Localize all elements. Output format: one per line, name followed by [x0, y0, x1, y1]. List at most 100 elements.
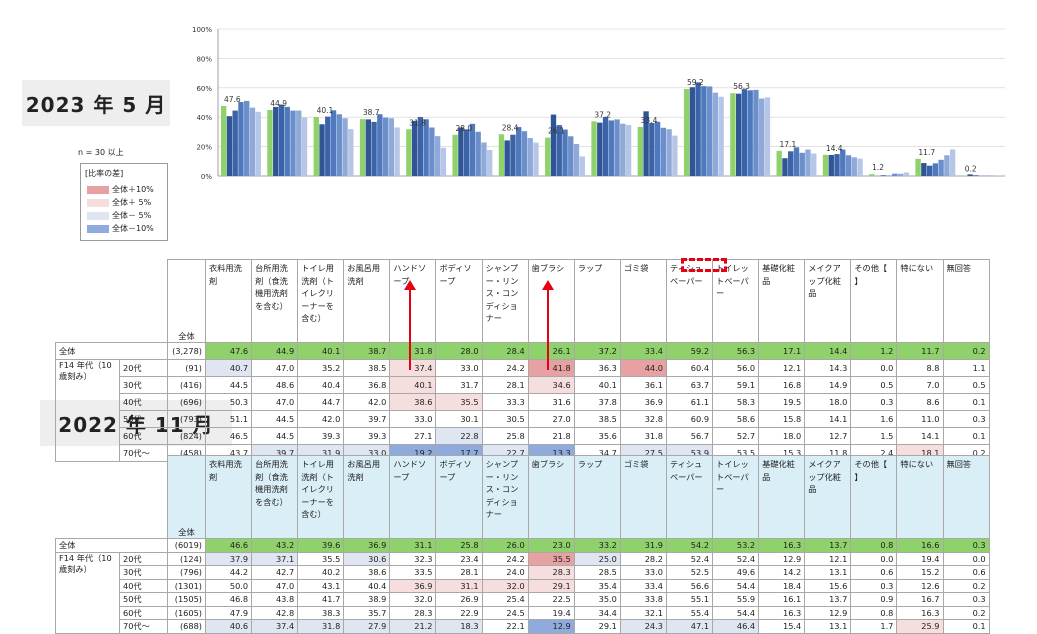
value-cell: 30.5: [482, 411, 528, 428]
bar: [574, 144, 579, 176]
bar: [892, 174, 897, 176]
value-cell: 12.1: [805, 552, 851, 566]
column-header: 特にない: [897, 456, 943, 539]
value-cell: 40.1: [298, 343, 344, 360]
value-cell: 12.1: [759, 360, 805, 377]
value-cell: 0.5: [943, 377, 989, 394]
value-cell: 44.9: [252, 343, 298, 360]
value-cell: 27.9: [344, 620, 390, 634]
bar: [638, 127, 643, 176]
row-label: 30代: [120, 566, 168, 580]
bar: [285, 107, 290, 176]
bar: [533, 143, 538, 176]
column-header: お風呂用洗剤: [344, 260, 390, 343]
value-cell: 14.1: [805, 411, 851, 428]
row-label: 60代: [120, 428, 168, 445]
value-cell: 16.1: [759, 593, 805, 607]
value-cell: 28.1: [482, 377, 528, 394]
value-cell: 42.0: [298, 411, 344, 428]
bar: [788, 151, 793, 176]
bar: [603, 117, 608, 176]
column-header: 基礎化粧品: [759, 260, 805, 343]
value-cell: 36.8: [344, 377, 390, 394]
bar: [869, 174, 874, 176]
value-cell: 26.9: [436, 593, 482, 607]
value-cell: 8.8: [897, 360, 943, 377]
value-cell: 35.4: [574, 579, 620, 593]
value-cell: 36.9: [620, 394, 666, 411]
value-cell: 37.8: [574, 394, 620, 411]
data-label: 40.1: [317, 106, 334, 115]
value-cell: 35.0: [574, 593, 620, 607]
value-cell: 46.8: [206, 593, 252, 607]
data-label: 47.6: [224, 95, 241, 104]
column-header: メイクアップ化粧品: [805, 260, 851, 343]
value-cell: 24.3: [620, 620, 666, 634]
value-cell: 0.0: [943, 552, 989, 566]
bar: [406, 129, 411, 176]
column-header: 衣料用洗剤: [206, 456, 252, 539]
value-cell: 12.9: [759, 552, 805, 566]
group-label: F14 年代（10歳刻み）: [56, 552, 120, 633]
value-cell: 13.1: [805, 566, 851, 580]
value-cell: 33.4: [620, 343, 666, 360]
bar: [244, 101, 249, 176]
value-cell: 29.1: [528, 579, 574, 593]
sample-size-cell: (793): [168, 411, 206, 428]
value-cell: 38.9: [344, 593, 390, 607]
bar: [620, 124, 625, 176]
bar: [377, 114, 382, 176]
value-cell: 33.4: [620, 579, 666, 593]
bar: [464, 129, 469, 176]
value-cell: 33.5: [390, 566, 436, 580]
legend-swatch: [87, 212, 109, 220]
bar: [967, 174, 972, 176]
bar: [458, 127, 463, 176]
bar: [904, 172, 909, 176]
column-header: 台所用洗剤（食洗機用洗剤を含む）: [252, 456, 298, 539]
bar: [580, 156, 585, 176]
value-cell: 14.4: [805, 343, 851, 360]
bar: [927, 166, 932, 176]
value-cell: 24.2: [482, 360, 528, 377]
bar: [811, 154, 816, 176]
bar: [933, 163, 938, 176]
value-cell: 52.7: [713, 428, 759, 445]
value-cell: 34.6: [528, 377, 574, 394]
row-label: 全体: [56, 539, 168, 553]
value-cell: 31.1: [390, 539, 436, 553]
data-label: 1.2: [872, 163, 884, 172]
value-cell: 40.6: [206, 620, 252, 634]
bar: [221, 106, 226, 176]
value-cell: 11.7: [897, 343, 943, 360]
value-cell: 52.4: [713, 552, 759, 566]
y-tick-label: 80%: [196, 55, 212, 63]
value-cell: 40.1: [390, 377, 436, 394]
value-cell: 14.9: [805, 377, 851, 394]
value-cell: 11.0: [897, 411, 943, 428]
legend-label: 全体－10%: [112, 223, 154, 234]
value-cell: 50.3: [206, 394, 252, 411]
value-cell: 38.5: [574, 411, 620, 428]
bar: [713, 93, 718, 176]
bar: [765, 97, 770, 176]
sample-size-cell: (796): [168, 566, 206, 580]
bar: [748, 90, 753, 176]
value-cell: 51.1: [206, 411, 252, 428]
bar: [701, 86, 706, 176]
value-cell: 12.9: [528, 620, 574, 634]
value-cell: 13.7: [805, 593, 851, 607]
bar: [383, 118, 388, 176]
bar: [267, 110, 272, 176]
data-label: 56.3: [733, 82, 750, 91]
row-label: 60代: [120, 606, 168, 620]
column-header: 無回答: [943, 260, 989, 343]
row-label: 70代～: [120, 620, 168, 634]
bar: [800, 153, 805, 176]
bar: [435, 136, 440, 176]
value-cell: 46.4: [713, 620, 759, 634]
